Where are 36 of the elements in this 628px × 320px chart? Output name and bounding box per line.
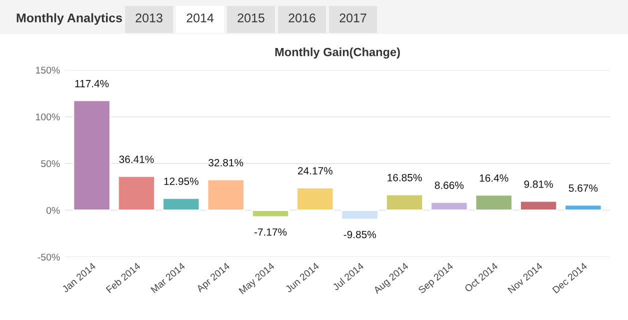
text: 2013 bbox=[136, 14, 162, 22]
bar bbox=[72, 100, 111, 211]
data-label: 16.4% bbox=[480, 174, 508, 182]
chart-title: Monthly Gain(Change) bbox=[275, 48, 400, 59]
bar bbox=[251, 210, 290, 218]
bar bbox=[474, 194, 513, 211]
y-tick-label: 50% bbox=[41, 160, 60, 168]
data-label: 32.81% bbox=[208, 159, 244, 166]
bar bbox=[520, 200, 558, 211]
y-tick-label: -50% bbox=[38, 254, 60, 261]
text: 2014 bbox=[186, 14, 214, 22]
y-tick-label: 0% bbox=[46, 206, 60, 214]
y-tick-label: 100% bbox=[36, 113, 60, 120]
text: 2017 bbox=[340, 14, 366, 22]
data-label: 12.95% bbox=[164, 178, 198, 185]
bar bbox=[430, 201, 468, 211]
bar bbox=[206, 178, 245, 211]
text: Monthly Analytics bbox=[16, 13, 122, 25]
data-label: 16.85% bbox=[388, 174, 422, 182]
text: 2015 bbox=[238, 14, 264, 22]
bar bbox=[564, 204, 602, 211]
data-label: -9.85% bbox=[344, 230, 376, 238]
bar bbox=[386, 194, 424, 211]
text: 2016 bbox=[288, 14, 316, 22]
data-label: 5.67% bbox=[568, 184, 598, 192]
bar bbox=[296, 186, 334, 211]
y-tick-label: 150% bbox=[36, 66, 60, 74]
data-label: 24.17% bbox=[298, 167, 332, 174]
data-label: 36.41% bbox=[119, 156, 154, 164]
bar bbox=[162, 197, 200, 211]
bar bbox=[340, 210, 379, 220]
data-label: 117.4% bbox=[75, 80, 109, 88]
data-label: 8.66% bbox=[434, 182, 464, 189]
data-label: 9.81% bbox=[524, 180, 553, 188]
bar bbox=[117, 176, 156, 211]
data-label: -7.17% bbox=[254, 228, 287, 236]
